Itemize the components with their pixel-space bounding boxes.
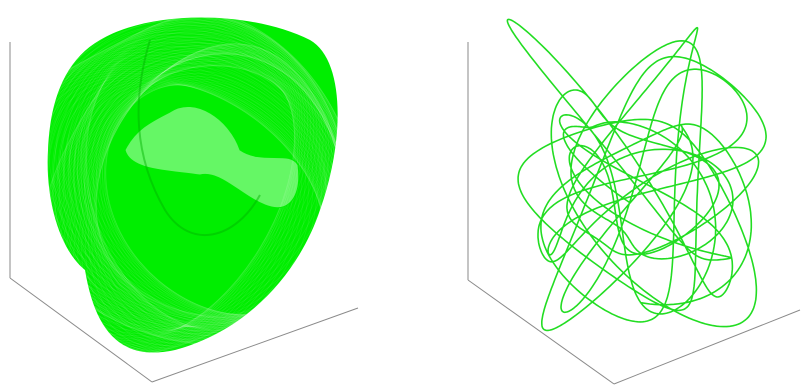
right-trajectory-curve — [506, 18, 767, 332]
right-trajectory-loops — [506, 18, 767, 332]
left-panel — [9, 17, 359, 383]
left-3d-axes — [9, 42, 359, 383]
left-attractor-hole — [124, 106, 300, 208]
left-axis-right — [151, 307, 359, 383]
left-attractor-ridge — [137, 39, 261, 236]
right-panel — [467, 18, 801, 385]
right-axis-right — [613, 309, 801, 385]
left-attractor-body — [47, 17, 338, 353]
left-attractor-curve — [47, 17, 338, 353]
right-3d-axes — [467, 42, 801, 385]
right-axis-front — [467, 279, 615, 385]
left-axis-front — [9, 277, 153, 383]
